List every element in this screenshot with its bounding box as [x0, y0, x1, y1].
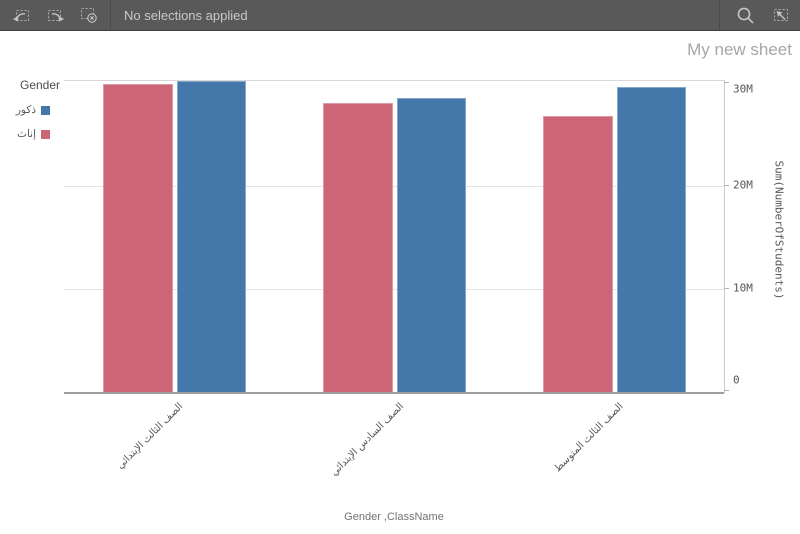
y-tick-label-10M: 10M: [733, 281, 753, 295]
bar-ذكور-0[interactable]: [177, 81, 246, 392]
chart-legend: Gender ذكور إناث: [8, 78, 61, 140]
selections-tool-icon[interactable]: [770, 6, 792, 24]
y-tick-mark-20M: [724, 185, 729, 186]
legend-item-label: ذكور: [15, 104, 36, 116]
legend-item-1[interactable]: إناث: [8, 128, 52, 140]
bar-إناث-0[interactable]: [103, 84, 173, 392]
legend-item-0[interactable]: ذكور: [8, 104, 52, 116]
x-axis-label-2[interactable]: الصف الثالث المتوسط: [552, 401, 626, 475]
bar-إناث-2[interactable]: [543, 116, 613, 392]
y-axis-title: Sum(NumberOfStudents): [772, 160, 786, 300]
x-axis-label-1[interactable]: الصف السادس الإبتدائي: [328, 401, 406, 479]
redo-icon[interactable]: [44, 6, 66, 24]
search-icon[interactable]: [734, 6, 756, 24]
legend-item-swatch: [41, 129, 50, 139]
x-axis-dimension-label: Gender ,ClassName: [344, 511, 444, 523]
bar-ذكور-1[interactable]: [397, 98, 466, 392]
legend-items: ذكور إناث: [8, 104, 52, 140]
legend-title: Gender: [20, 78, 61, 92]
legend-item-swatch: [41, 105, 50, 115]
x-axis-label-0[interactable]: الصف الثالث الإبتدائي: [115, 401, 186, 472]
toolbar-divider-right: [719, 0, 720, 30]
selections-toolbar: No selections applied: [0, 0, 800, 31]
clear-selections-icon[interactable]: [77, 6, 99, 24]
selections-status-text: No selections applied: [124, 7, 248, 23]
gridline-20M: [64, 186, 724, 187]
bar-إناث-1[interactable]: [323, 103, 393, 392]
sheet-title: My new sheet: [687, 40, 792, 59]
gridline-10M: [64, 289, 724, 290]
undo-icon[interactable]: [11, 6, 33, 24]
legend-item-label: إناث: [17, 128, 36, 140]
bar-ذكور-2[interactable]: [617, 87, 686, 392]
toolbar-divider: [110, 0, 111, 30]
y-tick-label-30M: 30M: [733, 82, 753, 96]
plot-area: [64, 80, 724, 394]
y-tick-label-0: 0: [733, 373, 740, 387]
y-tick-mark-0: [724, 390, 729, 391]
y-tick-mark-10M: [724, 288, 729, 289]
y-axis-ticks: 0 10M 20M 30M: [724, 80, 800, 391]
y-tick-label-20M: 20M: [733, 178, 753, 192]
y-tick-mark-30M: [724, 82, 729, 83]
y-axis-line: [724, 80, 725, 393]
